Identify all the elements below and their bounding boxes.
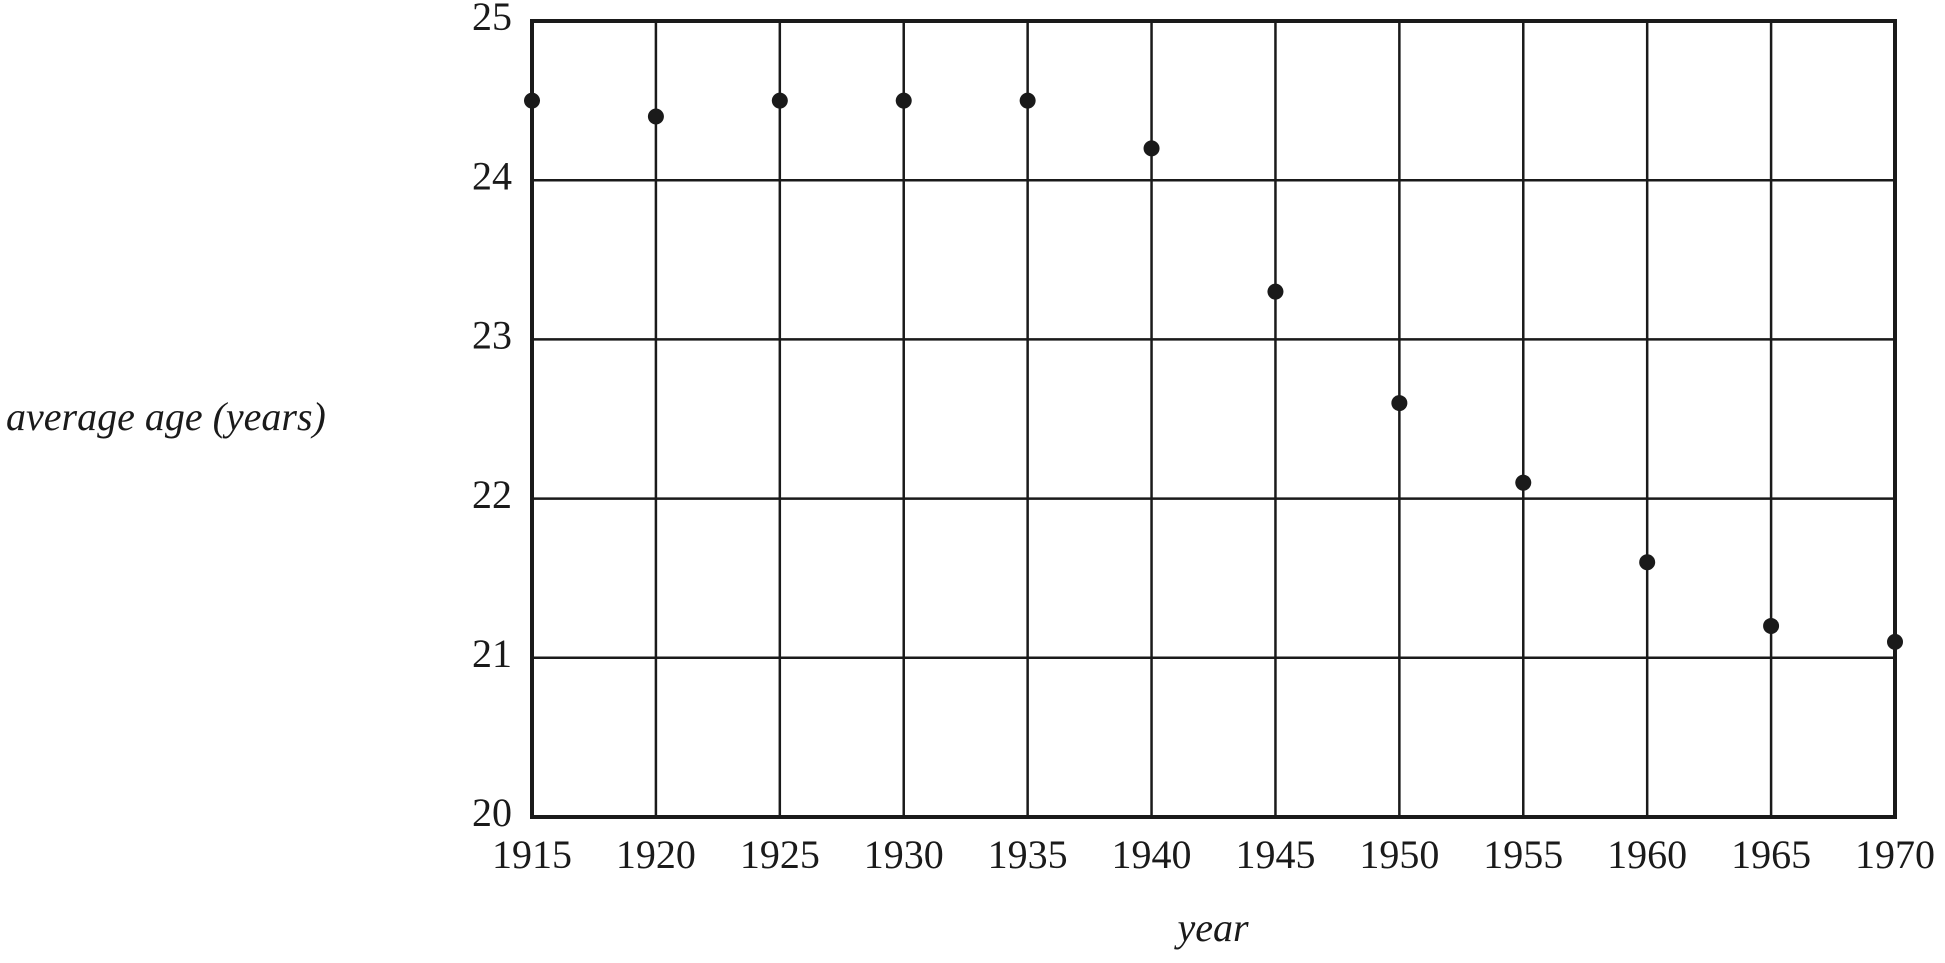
- x-tick-label: 1965: [1731, 832, 1811, 877]
- data-point: [895, 92, 912, 109]
- x-tick-label: 1960: [1607, 832, 1687, 877]
- data-point: [1887, 633, 1903, 650]
- x-tick-label: 1955: [1483, 832, 1563, 877]
- data-point: [771, 92, 788, 109]
- data-point: [1391, 395, 1408, 412]
- y-axis-label: average age (years): [6, 394, 326, 439]
- x-axis-label: year: [1173, 905, 1249, 950]
- x-tick-label: 1950: [1359, 832, 1439, 877]
- x-tick-label: 1970: [1855, 832, 1935, 877]
- plot-frame: [530, 19, 1897, 819]
- data-point: [1515, 474, 1532, 491]
- y-tick-label: 21: [472, 631, 512, 676]
- data-point: [1143, 140, 1160, 157]
- data-point: [647, 108, 664, 125]
- x-tick-label: 1935: [988, 832, 1068, 877]
- data-point: [1267, 283, 1284, 300]
- data-point: [1019, 92, 1036, 109]
- y-tick-label: 23: [472, 313, 512, 358]
- x-tick-label: 1920: [616, 832, 696, 877]
- data-point: [1639, 554, 1656, 571]
- y-tick-label: 25: [472, 0, 512, 39]
- data-point: [1763, 617, 1780, 634]
- x-tick-label: 1930: [864, 832, 944, 877]
- y-tick-label: 20: [472, 790, 512, 835]
- data-point: [524, 92, 540, 109]
- x-tick-label: 1945: [1235, 832, 1315, 877]
- x-tick-label: 1915: [492, 832, 572, 877]
- y-tick-label: 22: [472, 472, 512, 517]
- y-tick-label: 24: [472, 153, 512, 198]
- x-tick-label: 1940: [1112, 832, 1192, 877]
- x-tick-label: 1925: [740, 832, 820, 877]
